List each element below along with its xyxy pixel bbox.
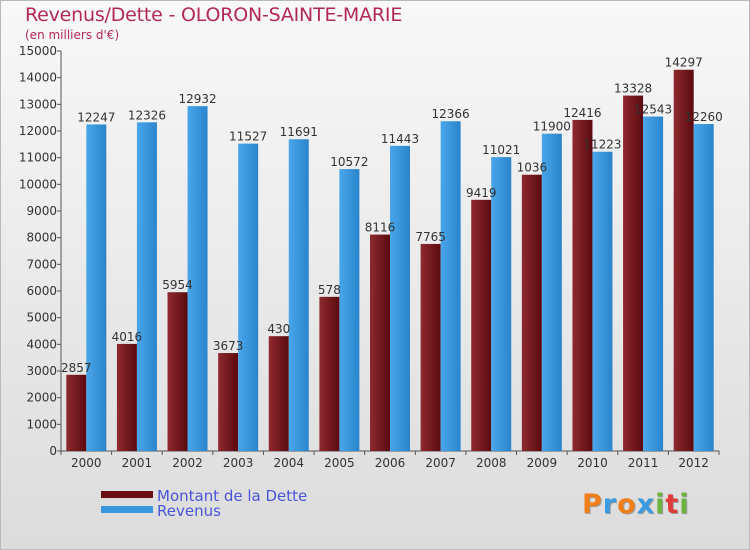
x-tick-label: 2009 [527, 456, 558, 470]
bar-revenus [592, 151, 613, 451]
y-tick-label: 9000 [26, 204, 57, 218]
data-label-revenus: 12247 [77, 110, 115, 124]
data-label-dette: 1036 [517, 161, 548, 175]
y-tick-label: 13000 [19, 97, 57, 111]
y-tick-label: 8000 [26, 231, 57, 245]
legend-label-revenus: Revenus [157, 502, 221, 520]
data-label-dette: 430 [267, 322, 290, 336]
data-label-dette: 9419 [466, 186, 497, 200]
proxiti-logo: Proxiti [582, 489, 690, 520]
y-tick-label: 12000 [19, 124, 57, 138]
logo-letter: x [636, 489, 656, 520]
legend-swatch-dette [101, 491, 153, 498]
chart-title: Revenus/Dette - OLORON-SAINTE-MARIE [25, 4, 403, 26]
data-label-revenus: 12543 [634, 103, 672, 117]
x-tick-label: 2001 [122, 456, 153, 470]
bar-dette [420, 243, 441, 451]
x-tick-label: 2002 [172, 456, 203, 470]
data-label-revenus: 11223 [583, 138, 621, 152]
bar-revenus [643, 116, 664, 452]
bar-dette [521, 174, 542, 451]
legend-label-dette: Montant de la Dette [157, 487, 308, 505]
data-label-revenus: 11900 [533, 120, 571, 134]
data-label-dette: 7765 [415, 230, 446, 244]
data-label-revenus: 12326 [128, 108, 166, 122]
bar-revenus [339, 169, 360, 451]
data-label-revenus: 11691 [280, 125, 318, 139]
data-label-revenus: 12366 [432, 107, 470, 121]
logo-letter: r [602, 489, 618, 520]
bar-dette [673, 69, 694, 451]
data-label-revenus: 10572 [330, 155, 368, 169]
bar-revenus [136, 122, 157, 451]
data-label-revenus: 12932 [178, 92, 216, 106]
bar-dette [268, 336, 289, 451]
y-tick-label: 2000 [26, 391, 57, 405]
legend-swatch-revenus [101, 506, 153, 513]
y-tick-label: 15000 [19, 44, 57, 58]
logo-letter: i [655, 489, 666, 520]
x-tick-label: 2006 [375, 456, 406, 470]
x-tick-label: 2012 [678, 456, 709, 470]
y-tick-label: 0 [49, 444, 57, 458]
data-label-dette: 8116 [365, 221, 396, 235]
x-tick-label: 2005 [324, 456, 355, 470]
logo-letter: P [582, 489, 603, 520]
bar-dette [572, 119, 593, 451]
logo-letter: i [679, 489, 690, 520]
x-tick-label: 2004 [273, 456, 304, 470]
x-tick-label: 2011 [628, 456, 659, 470]
logo-letter: o [617, 489, 637, 520]
chart-subtitle: (en milliers d'€) [25, 28, 120, 42]
y-tick-label: 14000 [19, 71, 57, 85]
data-label-dette: 578 [318, 283, 341, 297]
bar-dette [66, 374, 87, 451]
data-label-dette: 14297 [665, 56, 703, 70]
x-tick-label: 2000 [71, 456, 102, 470]
x-tick-label: 2007 [425, 456, 456, 470]
x-tick-label: 2003 [223, 456, 254, 470]
bar-revenus [491, 157, 512, 451]
bar-dette [319, 296, 340, 451]
bar-revenus [187, 106, 208, 451]
y-tick-label: 11000 [19, 151, 57, 165]
bar-revenus [440, 121, 461, 452]
bar-revenus [238, 143, 259, 451]
y-tick-label: 7000 [26, 257, 57, 271]
data-label-dette: 2857 [61, 361, 92, 375]
data-label-dette: 5954 [162, 278, 193, 292]
bar-dette [370, 234, 390, 451]
bar-revenus [288, 139, 309, 452]
data-label-dette: 4016 [112, 330, 143, 344]
data-label-revenus: 11527 [229, 130, 267, 144]
data-label-dette: 13328 [614, 82, 652, 96]
bar-dette [167, 292, 188, 451]
data-label-revenus: 12260 [685, 110, 723, 124]
logo-letter: t [665, 489, 680, 520]
bar-revenus [86, 124, 107, 451]
bar-revenus [390, 145, 410, 451]
y-tick-label: 6000 [26, 284, 57, 298]
y-tick-label: 5000 [26, 311, 57, 325]
bar-revenus [693, 124, 714, 452]
bar-dette [218, 353, 239, 451]
bar-dette [116, 343, 137, 451]
data-label-dette: 3673 [213, 339, 244, 353]
y-tick-label: 10000 [19, 177, 57, 191]
bar-revenus [541, 133, 562, 451]
bar-dette [471, 199, 492, 451]
data-label-revenus: 11443 [381, 132, 419, 146]
y-tick-label: 1000 [26, 417, 57, 431]
y-tick-label: 3000 [26, 364, 57, 378]
x-tick-label: 2008 [476, 456, 507, 470]
y-tick-label: 4000 [26, 337, 57, 351]
bar-dette [623, 95, 644, 451]
data-label-dette: 12416 [563, 106, 601, 120]
x-tick-label: 2010 [577, 456, 608, 470]
data-label-revenus: 11021 [482, 143, 520, 157]
